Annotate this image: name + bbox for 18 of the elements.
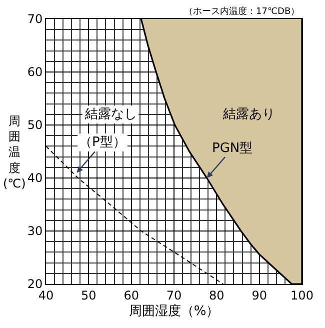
- y-tick-label: 40: [27, 171, 43, 186]
- annotation: 結露あり: [222, 107, 275, 122]
- y-tick-label: 50: [27, 118, 43, 132]
- annotation: 結露なし: [84, 107, 137, 122]
- y-tick-label: 70: [27, 12, 43, 26]
- y-tick-label: 60: [27, 65, 43, 80]
- x-tick-label: 80: [209, 288, 224, 302]
- x-axis-title: 周囲湿度（%）: [128, 303, 220, 319]
- x-tick-label: 70: [166, 288, 182, 302]
- x-tick-label: 60: [124, 288, 139, 302]
- x-tick-label: 50: [81, 288, 96, 302]
- x-tick-label: 90: [252, 288, 267, 302]
- y-tick-label: 30: [27, 224, 43, 238]
- annotation: （P型）: [79, 135, 126, 150]
- y-axis-title: 周囲温度(℃): [3, 114, 26, 190]
- text: （ホース内温度：17℃DB）: [184, 6, 300, 17]
- annotation: PGN型: [212, 141, 253, 156]
- x-tick-label: 100: [290, 288, 314, 302]
